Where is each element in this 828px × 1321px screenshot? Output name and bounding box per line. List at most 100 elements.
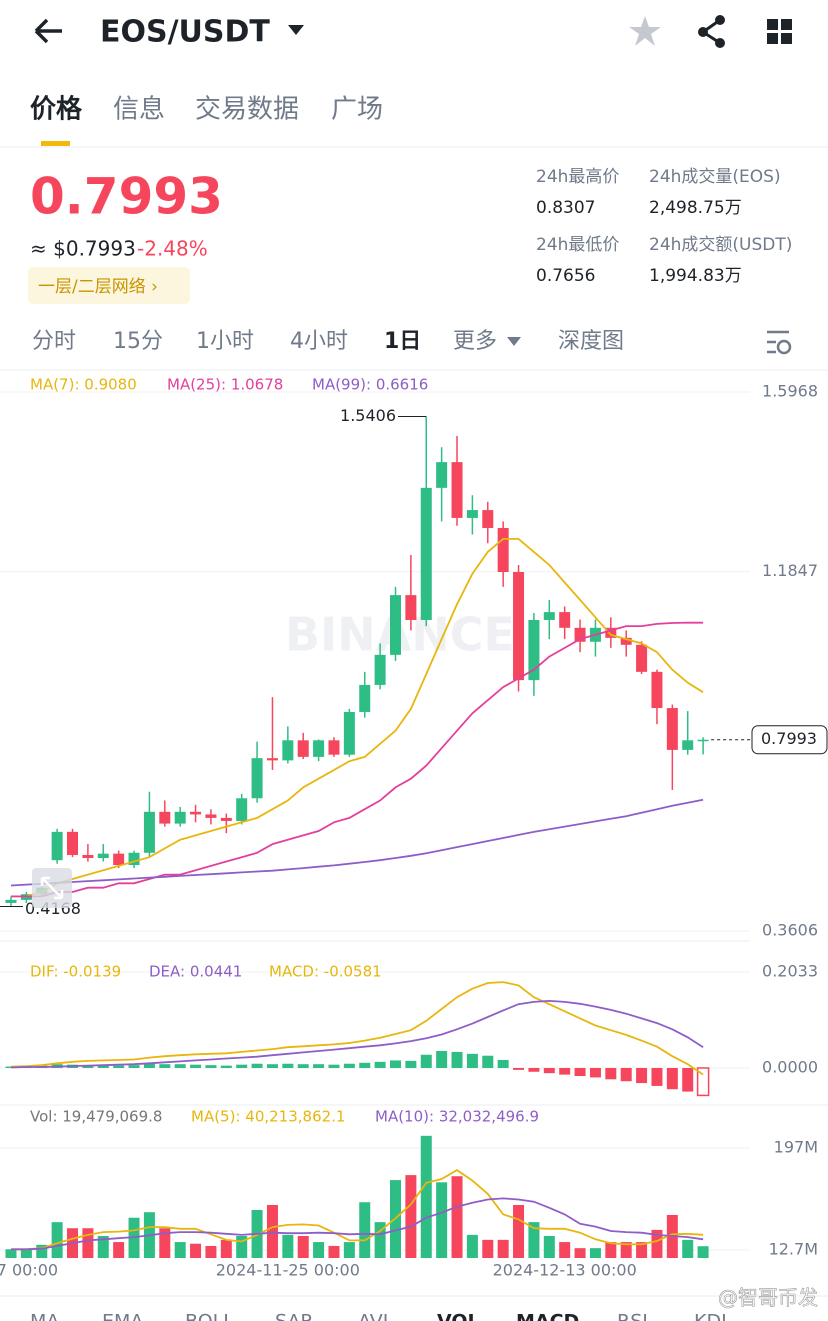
volume-bar: [436, 1182, 448, 1258]
macd-bar: [636, 1067, 648, 1084]
volume-bar: [159, 1228, 171, 1258]
high-label: 1.5406: [340, 406, 396, 425]
macd-bar: [205, 1065, 217, 1068]
macd-bar: [620, 1067, 632, 1082]
volume-bar: [205, 1245, 217, 1258]
interval-tab[interactable]: 1日: [384, 329, 421, 354]
grid-icon[interactable]: [767, 19, 792, 44]
volume-ma-line: [11, 1169, 704, 1251]
more-dropdown[interactable]: [507, 337, 521, 346]
interval-tab[interactable]: 4小时: [290, 329, 348, 354]
candle-body: [636, 644, 648, 672]
macd-bar: [220, 1065, 232, 1068]
volume-bar: [190, 1243, 202, 1258]
last-price-label: 0.7993: [761, 729, 817, 748]
candle-body: [297, 740, 309, 757]
candle-body: [682, 740, 694, 750]
indicator-tab[interactable]: AVL: [358, 1311, 394, 1321]
candle-body: [159, 811, 171, 824]
indicator-tab[interactable]: SAR: [275, 1311, 314, 1321]
network-chip[interactable]: [28, 267, 190, 304]
volume-bar: [605, 1242, 617, 1258]
favorite-star[interactable]: [629, 16, 661, 46]
macd-bar: [497, 1059, 509, 1068]
indicator-tab[interactable]: VOL: [437, 1311, 480, 1321]
volume-bar: [220, 1239, 232, 1258]
candle-body: [390, 595, 401, 655]
indicator-tab[interactable]: BOLL: [185, 1311, 234, 1321]
tab-indicator: [41, 141, 70, 146]
tab[interactable]: 交易数据: [195, 95, 299, 125]
macd-bar: [343, 1063, 355, 1068]
candle-body: [697, 739, 709, 742]
volume-bar: [113, 1242, 125, 1258]
candle-body: [620, 637, 632, 645]
y-tick-label: 1.1847: [762, 561, 818, 580]
network-label[interactable]: 一层/二层网络 ›: [38, 277, 158, 297]
candle-body: [497, 527, 509, 573]
indicator-tab[interactable]: KDJ: [694, 1311, 727, 1321]
tab[interactable]: 广场: [331, 95, 383, 125]
macd-bar: [390, 1060, 401, 1068]
macd-bar: [696, 1067, 710, 1097]
macd-bar: [174, 1064, 186, 1068]
volume-bar: [466, 1234, 478, 1258]
pair-dropdown[interactable]: [288, 25, 304, 35]
candle-body: [405, 595, 417, 620]
interval-tab[interactable]: 分时: [32, 329, 76, 354]
volume-bar: [513, 1204, 525, 1258]
stat-label: 24h最高价: [536, 167, 619, 187]
ma-legend: MA(25): 1.0678: [167, 376, 283, 394]
macd-bar: [328, 1064, 340, 1068]
interval-tab[interactable]: 深度图: [558, 329, 624, 354]
candle-body: [328, 740, 340, 755]
macd-bar: [651, 1067, 663, 1086]
footer-watermark: @智哥币发: [718, 1286, 818, 1310]
settings-icon[interactable]: [767, 330, 792, 355]
macd-bar: [282, 1063, 294, 1068]
y-tick-label: 0.2033: [762, 961, 818, 980]
volume-bar: [343, 1242, 355, 1258]
stat-value: 0.8307: [536, 198, 595, 218]
candle-body: [343, 711, 355, 755]
stat-value: 1,994.83万: [649, 266, 742, 286]
macd-bar: [359, 1062, 371, 1068]
pair-title[interactable]: EOS/USDT: [100, 15, 270, 50]
volume-bar: [682, 1239, 694, 1258]
candle-body: [313, 740, 325, 757]
interval-tab[interactable]: 更多: [453, 329, 497, 354]
volume-bar: [82, 1228, 94, 1258]
ma-legend: MA(99): 0.6616: [312, 376, 428, 394]
indicator-tab[interactable]: EMA: [102, 1311, 143, 1321]
share-icon[interactable]: [698, 15, 725, 48]
macd-bar: [266, 1064, 278, 1068]
volume-bar: [5, 1249, 17, 1258]
macd-bar: [374, 1061, 386, 1068]
candle-body: [82, 854, 94, 859]
candle-body: [466, 510, 478, 518]
indicator-tab[interactable]: RSI: [617, 1311, 648, 1321]
volume-bar: [636, 1242, 648, 1258]
macd-bar: [589, 1067, 601, 1078]
macd-bar: [605, 1067, 617, 1080]
interval-tab[interactable]: 1小时: [196, 329, 254, 354]
y-tick-label: 0.3606: [762, 921, 818, 940]
tab[interactable]: 信息: [113, 95, 165, 125]
volume-bar: [651, 1229, 663, 1258]
macd-bar: [451, 1051, 463, 1068]
interval-tab[interactable]: 15分: [113, 329, 163, 354]
stat-label: 24h成交量(EOS): [649, 167, 781, 187]
back-button[interactable]: [34, 18, 62, 44]
volume-bar: [697, 1246, 709, 1258]
tab[interactable]: 价格: [30, 94, 83, 125]
volume-bar: [97, 1235, 109, 1258]
candle-body: [605, 627, 617, 638]
indicator-tab[interactable]: MA: [30, 1311, 59, 1321]
macd-bar: [513, 1067, 525, 1070]
macd-bar: [128, 1065, 140, 1068]
stat-label: 24h最低价: [536, 235, 619, 255]
indicator-tab[interactable]: MACD: [516, 1311, 579, 1321]
candle-body: [190, 811, 202, 815]
macd-line: [10, 999, 704, 1069]
macd-bar: [82, 1065, 94, 1068]
